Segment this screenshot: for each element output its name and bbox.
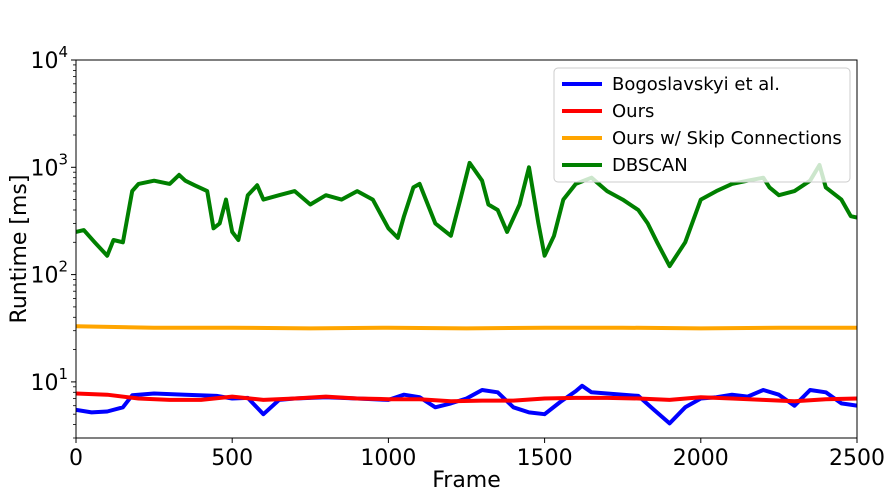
y-tick-label: 103 (30, 150, 68, 181)
series-line-ours (76, 391, 857, 404)
plot-lines (76, 160, 857, 426)
x-tick-label: 1000 (360, 446, 416, 471)
x-tick-label: 500 (211, 446, 253, 471)
series-line-ours-w-skip-connections (76, 324, 857, 331)
legend-box (553, 67, 851, 183)
x-tick-label: 2000 (673, 446, 729, 471)
series-line-bogoslavskyi-et-al (76, 383, 857, 426)
y-axis: 101 102 103 104 (30, 43, 76, 439)
x-tick-label: 1500 (517, 446, 573, 471)
x-tick-label: 2500 (829, 446, 885, 471)
legend-label: Ours (612, 101, 654, 122)
y-axis-label: Runtime [ms] (7, 175, 32, 324)
y-tick-label: 102 (30, 258, 68, 289)
series-line-dbscan (76, 160, 857, 269)
y-tick-label: 104 (30, 43, 68, 74)
plot-frame (75, 59, 858, 439)
x-axis: 0 500 1000 1500 2000 2500 (69, 438, 885, 471)
legend-label: DBSCAN (612, 155, 688, 176)
legend-label: Ours w/ Skip Connections (612, 128, 842, 149)
x-tick-label: 0 (69, 446, 83, 471)
x-axis-label: Frame (432, 468, 501, 493)
legend: Bogoslavskyi et al. Ours Ours w/ Skip Conn… (553, 67, 851, 183)
y-tick-label: 101 (30, 365, 68, 396)
legend-label: Bogoslavskyi et al. (612, 74, 780, 95)
